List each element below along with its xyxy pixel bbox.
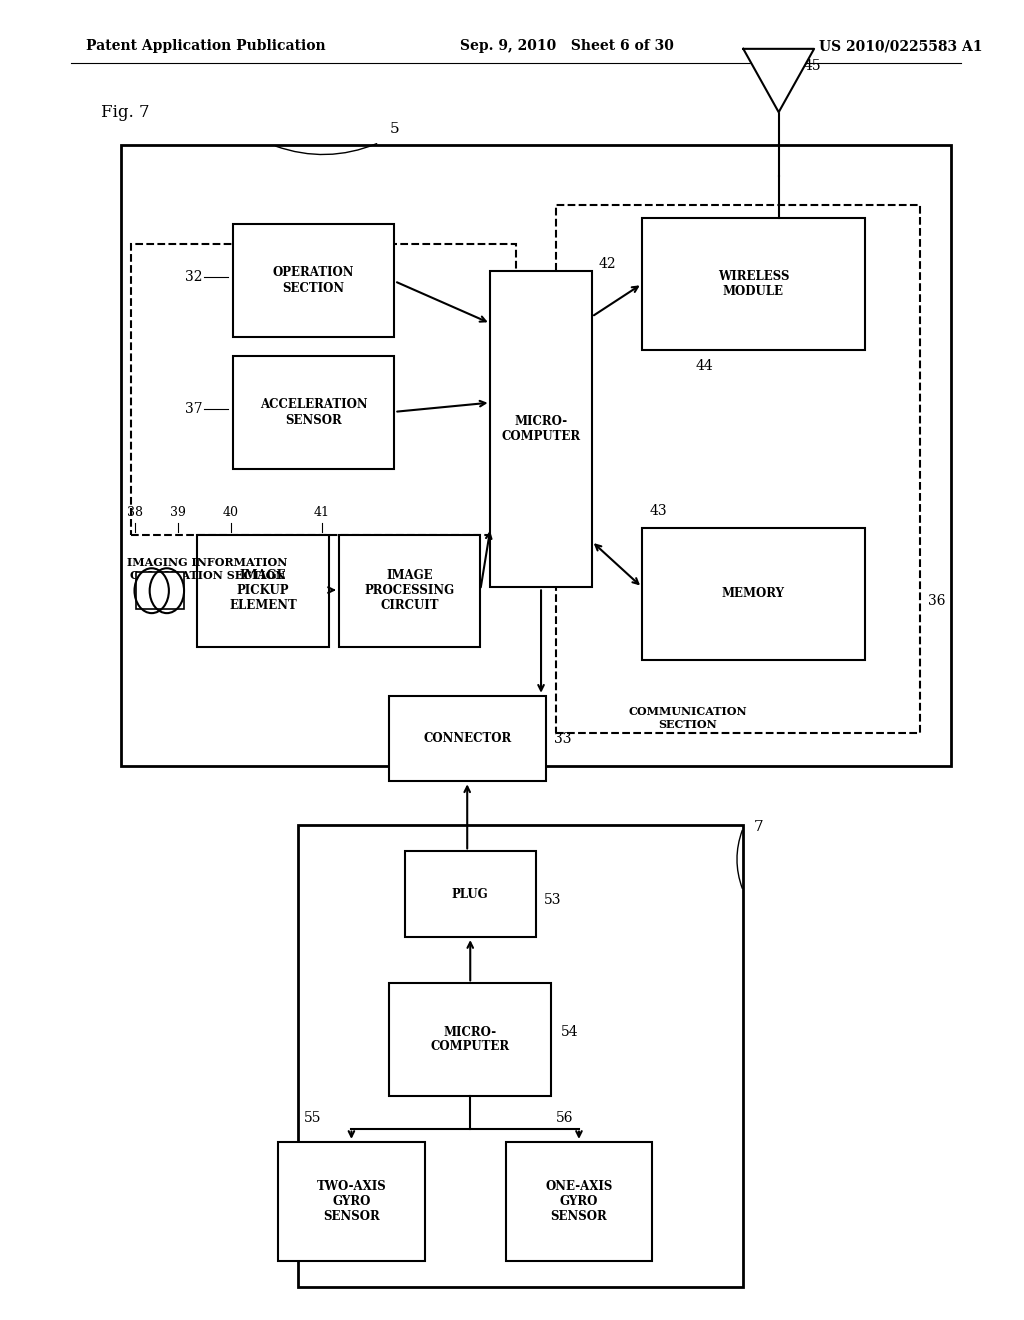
Text: MEMORY: MEMORY [722,587,785,601]
Text: IMAGING INFORMATION
CALCULATION SECTION: IMAGING INFORMATION CALCULATION SECTION [127,557,288,581]
Text: OPERATION
SECTION: OPERATION SECTION [272,267,354,294]
Text: 42: 42 [599,257,616,271]
Text: 38: 38 [127,506,142,519]
FancyBboxPatch shape [279,1142,425,1261]
Text: 53: 53 [544,894,561,907]
FancyBboxPatch shape [404,851,536,937]
Text: 37: 37 [184,403,203,416]
Text: IMAGE
PICKUP
ELEMENT: IMAGE PICKUP ELEMENT [229,569,297,612]
Text: ACCELERATION
SENSOR: ACCELERATION SENSOR [260,399,368,426]
Text: Fig. 7: Fig. 7 [101,104,150,120]
FancyBboxPatch shape [642,528,864,660]
Text: 40: 40 [222,506,239,519]
FancyBboxPatch shape [389,983,551,1096]
Text: MICRO-
COMPUTER: MICRO- COMPUTER [431,1026,510,1053]
Text: ONE-AXIS
GYRO
SENSOR: ONE-AXIS GYRO SENSOR [545,1180,612,1222]
Polygon shape [743,49,814,112]
Text: 45: 45 [804,59,821,73]
Text: WIRELESS
MODULE: WIRELESS MODULE [718,269,790,298]
FancyBboxPatch shape [122,145,950,766]
Text: PLUG: PLUG [452,888,488,900]
FancyBboxPatch shape [232,224,394,337]
Text: 41: 41 [313,506,330,519]
FancyBboxPatch shape [490,271,592,587]
Text: US 2010/0225583 A1: US 2010/0225583 A1 [819,40,983,53]
FancyBboxPatch shape [232,356,394,469]
Text: Patent Application Publication: Patent Application Publication [86,40,326,53]
FancyBboxPatch shape [339,535,480,647]
FancyBboxPatch shape [642,218,864,350]
Text: COMMUNICATION
SECTION: COMMUNICATION SECTION [629,706,746,730]
Text: MICRO-
COMPUTER: MICRO- COMPUTER [502,414,581,444]
Text: 44: 44 [695,359,714,374]
Text: 56: 56 [556,1110,573,1125]
Text: TWO-AXIS
GYRO
SENSOR: TWO-AXIS GYRO SENSOR [316,1180,386,1222]
FancyBboxPatch shape [135,573,184,610]
Text: 36: 36 [929,594,946,607]
FancyBboxPatch shape [198,535,329,647]
Text: 55: 55 [303,1110,321,1125]
Text: 39: 39 [170,506,186,519]
Text: 33: 33 [554,733,571,746]
Text: 35: 35 [217,553,234,566]
Text: 32: 32 [184,271,203,284]
Text: Sep. 9, 2010   Sheet 6 of 30: Sep. 9, 2010 Sheet 6 of 30 [460,40,674,53]
Text: 7: 7 [754,820,763,834]
FancyBboxPatch shape [298,825,743,1287]
Text: 5: 5 [389,121,399,136]
FancyBboxPatch shape [389,696,546,781]
FancyBboxPatch shape [506,1142,652,1261]
Text: CONNECTOR: CONNECTOR [424,733,512,744]
Text: IMAGE
PROCESSING
CIRCUIT: IMAGE PROCESSING CIRCUIT [365,569,455,612]
Text: 43: 43 [649,504,667,519]
Text: 54: 54 [561,1026,579,1039]
